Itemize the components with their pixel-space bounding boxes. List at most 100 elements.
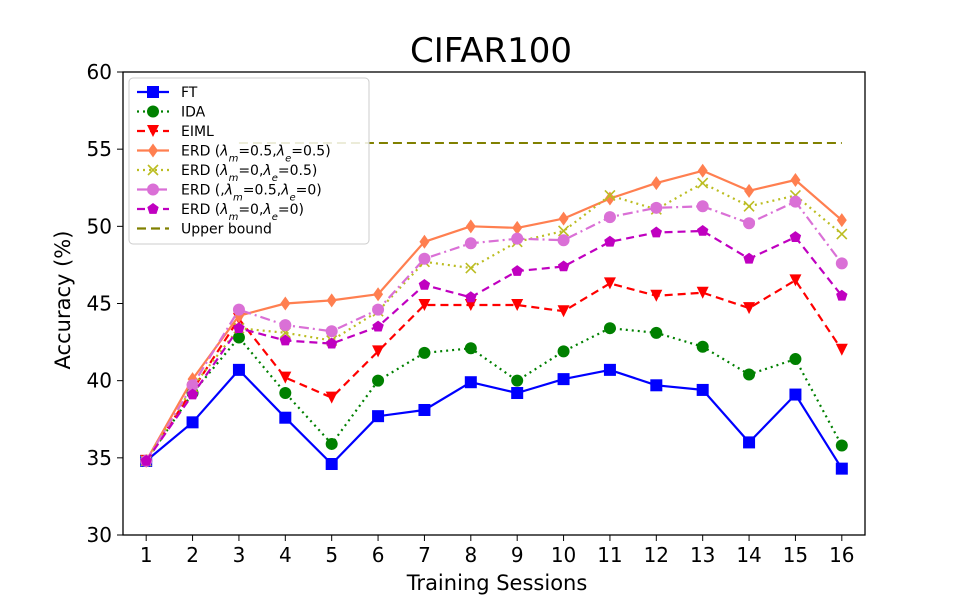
data-point	[232, 303, 245, 316]
x-tick-label: 15	[783, 543, 808, 567]
data-point	[186, 388, 199, 400]
data-point	[232, 363, 245, 376]
x-axis-label: Training Sessions	[406, 571, 588, 595]
legend-entry: ERD (λm=0,λe=0)	[137, 202, 304, 223]
data-point	[650, 379, 663, 392]
y-tick-label: 60	[87, 60, 112, 84]
data-point	[835, 257, 848, 270]
legend-marker	[147, 203, 159, 214]
data-point	[789, 388, 802, 401]
data-point	[743, 302, 756, 315]
data-point	[603, 277, 616, 290]
x-tick-label: 14	[736, 543, 761, 567]
series-line	[145, 327, 843, 462]
x-tick-label: 11	[597, 543, 622, 567]
data-point	[557, 305, 570, 318]
data-point	[836, 228, 848, 240]
data-point	[835, 462, 848, 475]
data-point	[836, 289, 848, 301]
data-point	[326, 293, 337, 308]
data-point	[511, 387, 524, 400]
legend-marker	[147, 125, 159, 137]
legend-label: ERD (λm=0.5,λe=0.5)	[181, 144, 331, 165]
data-point	[789, 353, 802, 366]
legend-label: Upper bound	[181, 222, 272, 238]
data-point	[325, 458, 338, 471]
series-line	[145, 368, 843, 470]
data-point	[325, 437, 338, 450]
data-point	[835, 343, 848, 356]
y-tick-label: 55	[87, 137, 112, 161]
data-point	[650, 201, 663, 214]
data-point	[464, 342, 477, 355]
legend-entry: ERD (λm=0.5,λe=0.5)	[137, 143, 331, 165]
x-tick-label: 7	[418, 543, 431, 567]
x-tick-label: 13	[690, 543, 715, 567]
data-point	[696, 286, 709, 299]
series-line	[145, 229, 843, 462]
data-point	[465, 291, 477, 303]
data-point	[603, 211, 616, 224]
data-point	[232, 331, 245, 344]
data-point	[557, 260, 570, 272]
data-point	[464, 237, 477, 250]
series-line	[145, 182, 843, 462]
x-tick-label: 8	[464, 543, 477, 567]
y-tick-label: 40	[87, 369, 112, 393]
legend-box	[128, 77, 370, 245]
data-point	[511, 299, 524, 312]
data-point	[326, 337, 338, 349]
data-point	[743, 217, 756, 230]
y-tick-label: 35	[87, 446, 112, 470]
data-point	[789, 274, 802, 287]
legend-label: IDA	[181, 105, 206, 121]
series-0	[140, 363, 848, 475]
data-point	[325, 391, 338, 404]
data-point	[557, 234, 570, 247]
data-point	[696, 200, 709, 213]
data-point	[372, 303, 385, 316]
data-point	[604, 189, 616, 202]
data-point	[836, 213, 847, 228]
data-point	[789, 231, 802, 242]
data-point	[418, 279, 431, 290]
x-tick-label: 16	[829, 543, 854, 567]
legend-label: ERD (λm=0,λe=0.5)	[181, 163, 317, 184]
data-point	[418, 346, 431, 359]
legend-entry: ERD (,λm=0.5,λe=0)	[137, 183, 322, 203]
x-tick-label: 5	[325, 543, 338, 567]
data-point	[557, 345, 570, 358]
legend-marker	[147, 164, 159, 176]
data-point	[743, 252, 755, 264]
data-point	[650, 326, 663, 339]
data-point	[279, 319, 292, 332]
data-point	[835, 439, 848, 452]
legend-label: EIML	[181, 124, 214, 140]
y-tick-label: 30	[87, 523, 112, 547]
data-point	[279, 387, 292, 400]
series-1	[140, 322, 848, 467]
data-point	[696, 340, 709, 353]
legend-entry: ERD (λm=0,λe=0.5)	[137, 163, 317, 184]
data-point	[372, 320, 384, 332]
data-point	[419, 234, 430, 249]
legend-marker	[147, 105, 159, 118]
y-axis-label: Accuracy (%)	[51, 231, 75, 370]
data-point	[790, 173, 801, 188]
y-tick-label: 50	[87, 214, 112, 238]
series-6	[140, 225, 848, 466]
data-point	[280, 296, 291, 311]
legend-entry: Upper bound	[137, 222, 272, 238]
legend-label: ERD (λm=0,λe=0)	[181, 202, 304, 223]
data-point	[464, 376, 477, 389]
data-point	[186, 379, 199, 392]
data-point	[789, 195, 802, 208]
series-3	[141, 163, 847, 468]
data-point	[604, 235, 616, 247]
data-point	[650, 289, 663, 302]
data-point	[511, 374, 524, 387]
series-line	[145, 169, 843, 462]
